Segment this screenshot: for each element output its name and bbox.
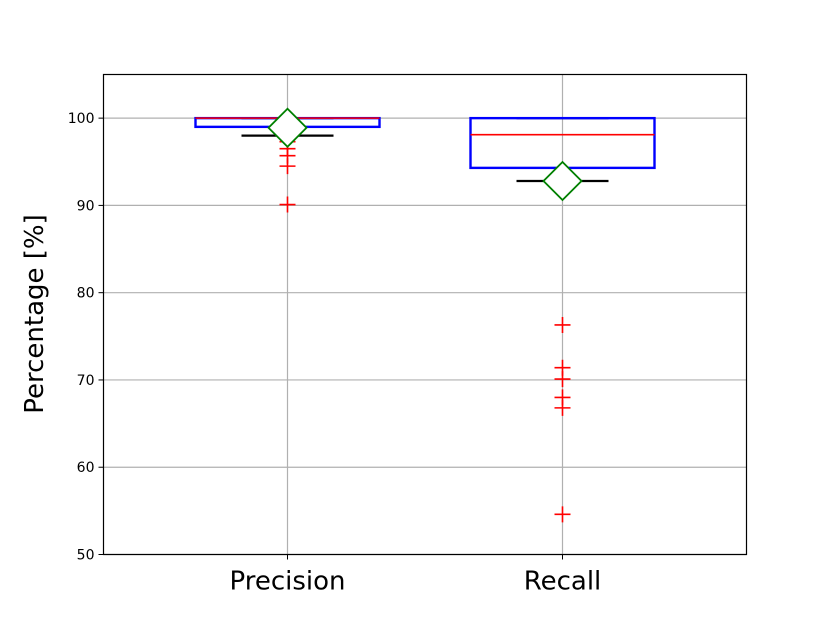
outlier-point <box>279 158 296 175</box>
box-recall <box>469 116 656 523</box>
x-axis-ticks: Precision Recall <box>229 554 602 597</box>
outlier-point <box>554 371 571 388</box>
outlier-point <box>279 196 296 213</box>
y-axis-label: Percentage [%] <box>20 214 50 414</box>
y-axis-ticks: 50 60 70 80 90 100 <box>68 111 104 564</box>
outlier-point <box>554 316 571 333</box>
y-tick-label: 60 <box>77 460 95 476</box>
x-tick-label-recall: Recall <box>524 567 602 597</box>
x-tick-label-precision: Precision <box>229 567 345 597</box>
box-precision <box>194 107 381 213</box>
mean-marker <box>542 160 583 202</box>
y-tick-label: 50 <box>77 548 95 564</box>
outlier-point <box>554 399 571 416</box>
y-tick-label: 90 <box>77 198 95 214</box>
mean-marker <box>267 107 308 149</box>
y-tick-label: 100 <box>68 111 95 127</box>
outlier-point <box>554 506 571 523</box>
plot-frame <box>102 73 748 556</box>
y-tick-label: 80 <box>77 286 95 302</box>
y-tick-label: 70 <box>77 373 95 389</box>
boxes <box>194 107 656 523</box>
